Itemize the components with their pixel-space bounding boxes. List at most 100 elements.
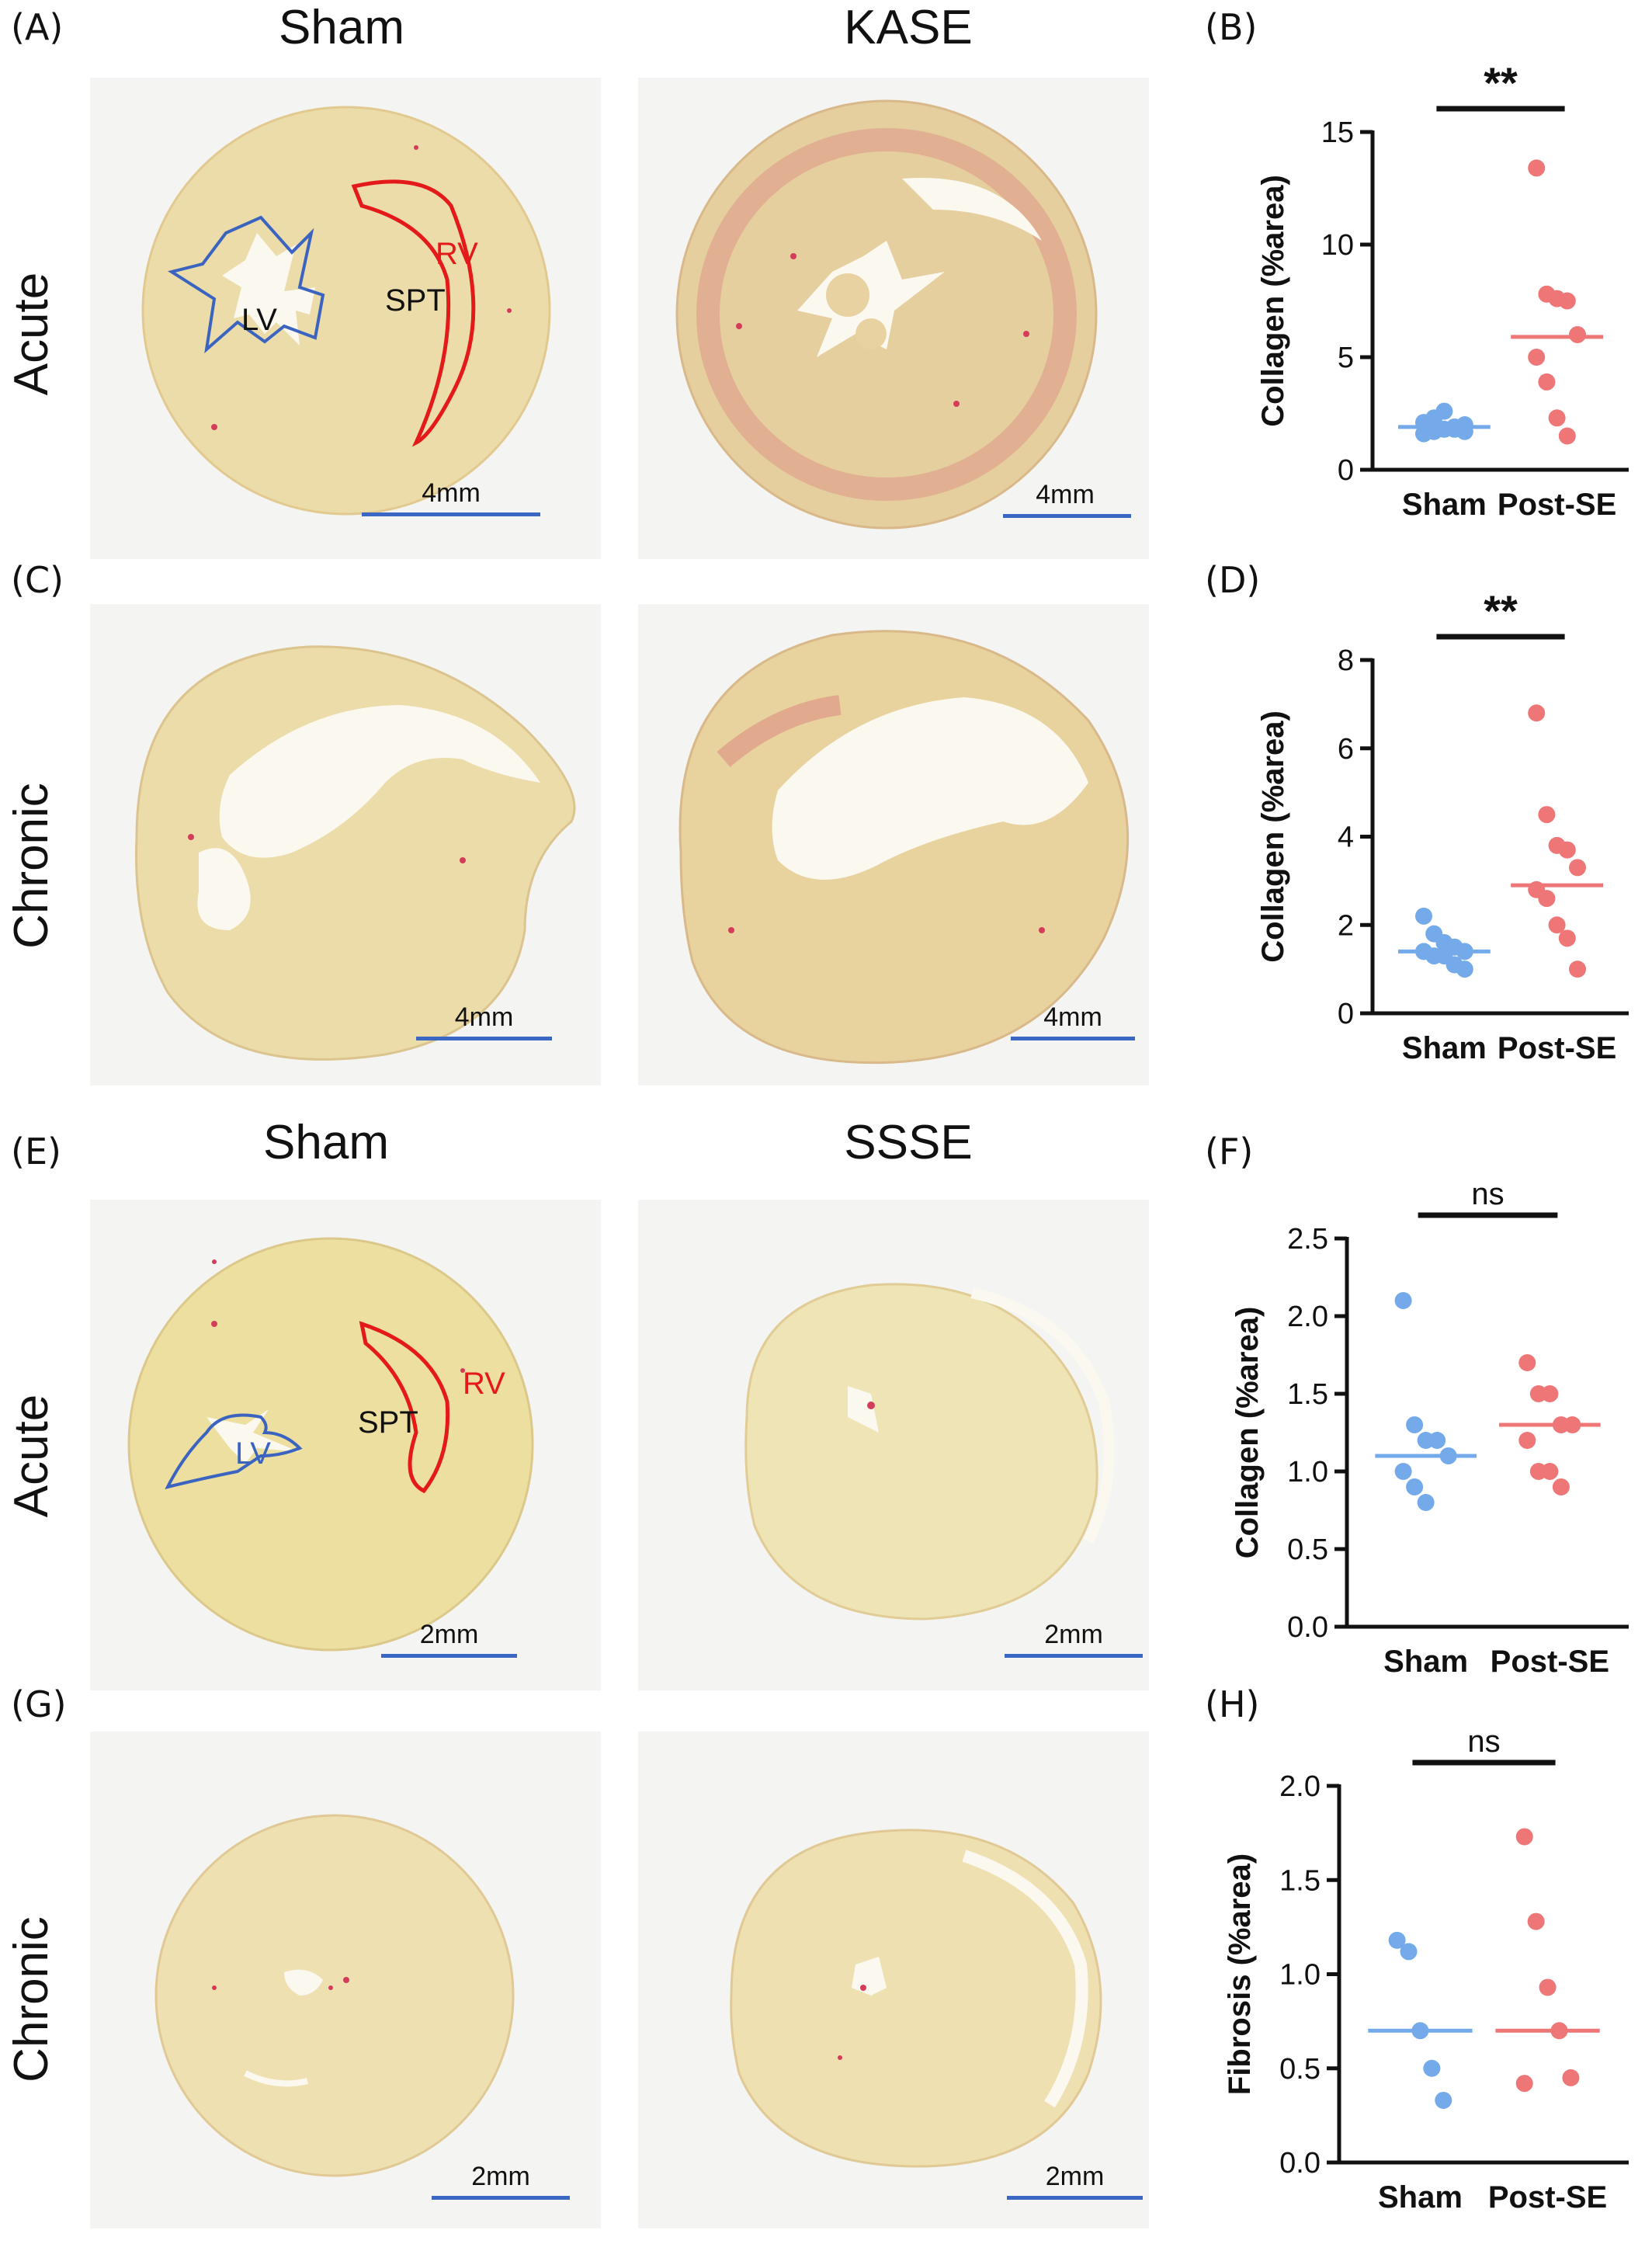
data-point [1518, 1432, 1536, 1449]
scale-text-e-left: 2mm [419, 1620, 479, 1649]
scale-bar-e-right [1005, 1654, 1143, 1658]
significance-label: ** [1484, 58, 1518, 107]
data-point [1406, 1416, 1424, 1433]
significance-label: ns [1471, 1177, 1504, 1211]
y-axis-label: Collagen (%area) [1230, 1307, 1265, 1559]
scale-text-a-left: 4mm [422, 478, 481, 508]
data-point [1528, 159, 1546, 177]
data-point [1538, 806, 1556, 824]
micrograph-a-kase-acute: 4mm [638, 78, 1149, 559]
data-point [1552, 1478, 1570, 1495]
data-point [1423, 2059, 1441, 2077]
y-tick-label: 1.5 [1287, 1378, 1328, 1411]
scale-bar-g-right [1007, 2196, 1143, 2200]
data-point [1528, 704, 1546, 722]
panel-label-e: (E) [11, 1131, 61, 1172]
annotation-spt-a: SPT [385, 283, 446, 318]
chart-b: 0 5 10 15 Collagen (%area) Sham Post-SE ** [1256, 58, 1629, 522]
data-point [1558, 427, 1576, 445]
data-point [1558, 929, 1576, 947]
data-point [1394, 1292, 1412, 1309]
data-point [1456, 960, 1473, 978]
data-point [1569, 859, 1586, 877]
data-point [1435, 2091, 1452, 2109]
x-category-label: Sham [1402, 1031, 1487, 1065]
row-label-acute-top: Acute [5, 272, 58, 396]
panel-label-b: (B) [1205, 6, 1258, 48]
data-point [1562, 2069, 1580, 2086]
y-tick-label: 0 [1338, 998, 1354, 1030]
x-category-label: Post-SE [1488, 2180, 1607, 2215]
x-category-label: Sham [1383, 1645, 1468, 1679]
y-tick-label: 2 [1338, 909, 1354, 942]
y-tick-label: 0.5 [1287, 1534, 1328, 1566]
panel-label-g: (G) [11, 1683, 67, 1725]
scale-bar-e-left [381, 1654, 517, 1658]
y-axis-label: Fibrosis (%area) [1223, 1853, 1257, 2095]
scale-bar-g-left [432, 2196, 570, 2200]
row-label-acute-bottom: Acute [5, 1394, 58, 1518]
data-point [1528, 349, 1546, 366]
scale-text-c-right: 4mm [1043, 1002, 1102, 1032]
data-point [1515, 1828, 1533, 1846]
y-tick-label: 2.5 [1287, 1223, 1328, 1256]
chart-d: 0 2 4 6 8 Collagen (%area) Sham Post-SE ** [1256, 586, 1629, 1065]
scale-text-a-right: 4mm [1036, 480, 1095, 509]
data-point [1415, 907, 1432, 925]
scale-bar-a-right [1003, 514, 1131, 518]
data-point [1406, 1478, 1424, 1495]
x-category-label: Post-SE [1498, 1031, 1616, 1065]
data-point [1541, 1463, 1559, 1480]
data-point [1541, 1385, 1559, 1402]
annotation-spt-e: SPT [358, 1405, 418, 1440]
y-tick-label: 5 [1338, 342, 1354, 374]
y-tick-label: 15 [1321, 116, 1354, 149]
panel-label-a: (A) [11, 6, 64, 48]
scale-text-g-right: 2mm [1045, 2162, 1105, 2191]
chart-f: 0.0 0.5 1.0 1.5 2.0 2.5 Collagen (%area) Sham Po… [1230, 1177, 1629, 1679]
data-point [1539, 1978, 1557, 1996]
y-tick-label: 2.0 [1279, 1770, 1321, 1803]
scale-text-g-left: 2mm [471, 2162, 530, 2191]
x-category-label: Post-SE [1491, 1645, 1609, 1679]
x-category-label: Post-SE [1498, 488, 1616, 522]
data-point [1538, 890, 1556, 908]
scale-bar-c-left [416, 1037, 552, 1040]
y-tick-label: 2.0 [1287, 1301, 1328, 1333]
scale-bar-c-right [1011, 1037, 1135, 1040]
data-point [1548, 916, 1566, 934]
column-title-sham-bottom: Sham [263, 1116, 389, 1169]
panel-label-c: (C) [11, 559, 64, 601]
significance-label: ns [1467, 1725, 1500, 1759]
annotation-lv-a: LV [241, 303, 277, 337]
y-tick-label: 0.0 [1279, 2147, 1321, 2180]
data-point [1558, 292, 1576, 310]
data-point [1558, 841, 1576, 859]
micrograph-e-ssse-acute: 2mm [638, 1200, 1149, 1690]
data-point [1569, 960, 1586, 978]
column-title-kase: KASE [844, 1, 973, 54]
micrograph-c-kase-chronic: 4mm [638, 604, 1149, 1086]
data-point [1388, 1931, 1406, 1949]
y-tick-label: 6 [1338, 733, 1354, 766]
chart-h: 0.0 0.5 1.0 1.5 2.0 Fibrosis (%area) Sham Post-… [1223, 1725, 1629, 2215]
x-category-label: Sham [1378, 2180, 1463, 2215]
row-label-chronic-bottom: Chronic [5, 1916, 58, 2083]
panel-label-d: (D) [1205, 559, 1261, 601]
panel-label-f: (F) [1205, 1131, 1254, 1172]
scale-bar-a-left [362, 512, 540, 516]
y-axis-label: Collagen (%area) [1256, 710, 1290, 963]
data-point [1417, 1494, 1435, 1511]
y-tick-label: 0 [1338, 454, 1354, 487]
annotation-rv-a: RV [436, 237, 478, 271]
micrograph-e-sham-acute: LV SPT RV 2mm [90, 1200, 601, 1690]
data-point [1515, 2075, 1533, 2093]
significance-label: ** [1484, 586, 1518, 635]
data-point [1527, 1912, 1545, 1930]
panel-label-h: (H) [1205, 1683, 1260, 1725]
scale-text-c-left: 4mm [454, 1002, 514, 1032]
data-point [1569, 326, 1586, 343]
x-category-label: Sham [1402, 488, 1487, 522]
micrograph-g-sham-chronic: 2mm [90, 1732, 601, 2228]
y-axis-label: Collagen (%area) [1256, 175, 1290, 427]
